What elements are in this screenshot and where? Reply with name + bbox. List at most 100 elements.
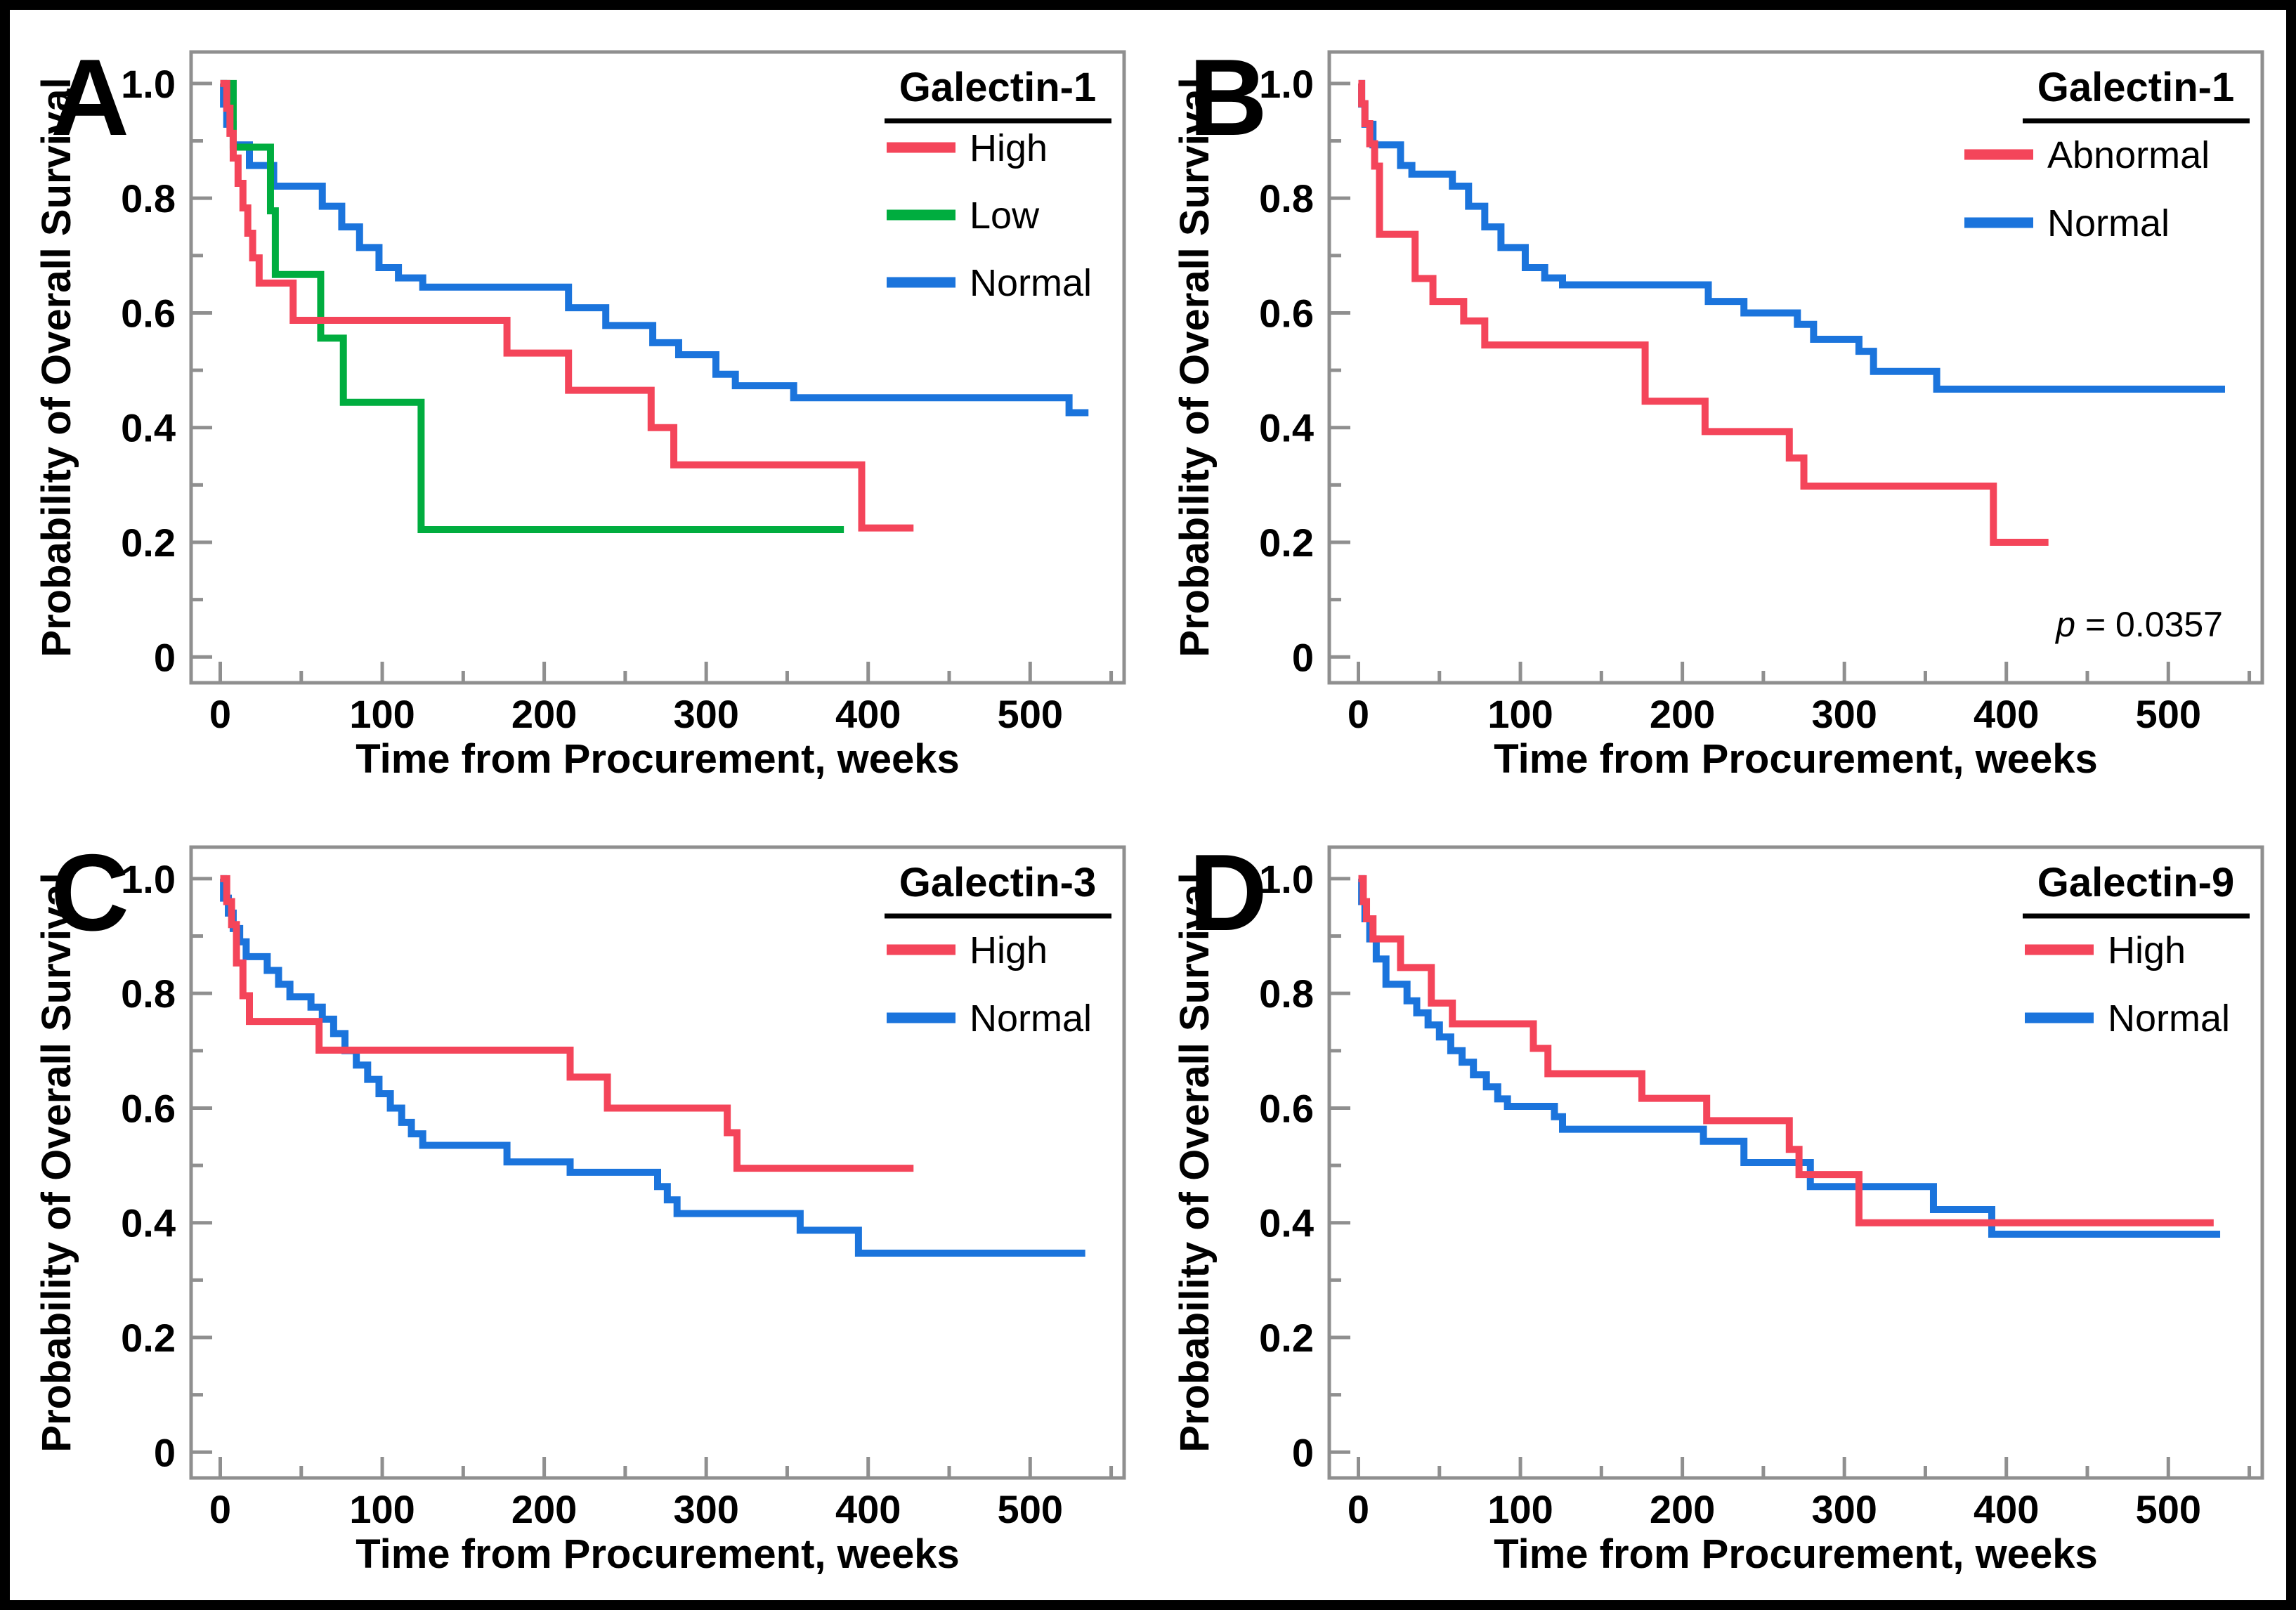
x-tick-label: 0 [209, 1487, 231, 1531]
x-axis-title: Time from Procurement, weeks [356, 1531, 960, 1577]
x-tick-label: 500 [998, 692, 1063, 736]
legend: Galectin-3 High Normal [885, 860, 1111, 1040]
y-tick-label: 1.0 [121, 857, 176, 901]
y-tick-label: 0 [154, 1430, 176, 1474]
panel-B: B 0 100 200 300 400 500 1.0 0.8 0.6 0.4 0.2 0 Time fr… [1148, 10, 2286, 805]
legend: Galectin-9 High Normal [2023, 860, 2250, 1040]
y-tick-label: 0.2 [1259, 521, 1314, 565]
y-tick-label: 0 [1292, 1430, 1314, 1474]
panel-D: D 0 100 200 300 400 500 1.0 0.8 0.6 0.4 0.2 0 Time fr… [1148, 805, 2286, 1600]
legend-title: Galectin-3 [899, 860, 1096, 905]
x-tick-label: 400 [835, 692, 901, 736]
km-curve-normal [220, 875, 1085, 1257]
km-curve-low [220, 79, 844, 534]
y-tick-label: 0.6 [121, 291, 176, 335]
legend-title: Galectin-9 [2037, 860, 2234, 905]
y-axis-ticks: 1.0 0.8 0.6 0.4 0.2 0 [121, 62, 212, 679]
x-tick-label: 300 [673, 692, 738, 736]
x-axis-title: Time from Procurement, weeks [356, 736, 960, 782]
plot-box [1327, 50, 2264, 685]
km-curve-high [220, 79, 914, 532]
y-tick-label: 0.4 [121, 1201, 176, 1245]
panel-A-chart: A 0 100 200 300 400 500 1.0 0.8 0.6 0.4 0.2 0 Time fr… [34, 37, 1126, 782]
x-tick-label: 500 [2136, 692, 2201, 736]
x-tick-label: 300 [1811, 1487, 1877, 1531]
plot-box [1327, 845, 2264, 1480]
x-axis-title: Time from Procurement, weeks [1494, 1531, 2098, 1577]
km-curve-normal [1358, 79, 2225, 393]
x-tick-label: 300 [1811, 692, 1877, 736]
legend-title: Galectin-1 [2037, 65, 2234, 110]
x-tick-label: 0 [1348, 692, 1369, 736]
x-tick-label: 200 [1650, 1487, 1715, 1531]
legend-label-high: High [970, 127, 1048, 169]
x-axis-ticks: 0 100 200 300 400 500 [1348, 1457, 2252, 1531]
legend-label-abnormal: Abnormal [2047, 134, 2210, 176]
y-tick-label: 1.0 [121, 62, 176, 106]
km-curve-high [220, 875, 914, 1172]
km-curve-abnormal [1358, 79, 2049, 546]
panel-grid: A 0 100 200 300 400 500 1.0 0.8 0.6 0.4 0.2 0 Time fr… [10, 10, 2286, 1600]
legend-label-low: Low [970, 195, 1040, 237]
legend-label-normal: Normal [2108, 997, 2230, 1040]
y-axis-ticks: 1.0 0.8 0.6 0.4 0.2 0 [121, 857, 212, 1474]
x-tick-label: 300 [673, 1487, 738, 1531]
x-tick-label: 100 [349, 1487, 415, 1531]
legend-title: Galectin-1 [899, 65, 1096, 110]
legend: Galectin-1 Abnormal Normal [1964, 65, 2250, 244]
x-tick-label: 400 [1974, 1487, 2039, 1531]
x-axis-ticks: 0 100 200 300 400 500 [1348, 662, 2252, 736]
y-axis-title: Probability of Overall Survival [34, 77, 79, 657]
legend: Galectin-1 High Low Normal [885, 65, 1111, 304]
km-curve-high [1358, 875, 2214, 1226]
x-tick-label: 500 [2136, 1487, 2201, 1531]
panel-C-chart: C 0 100 200 300 400 500 1.0 0.8 0.6 0.4 0.2 0 Time fr… [34, 832, 1126, 1577]
p-value-annotation: p = 0.0357 [2054, 605, 2223, 644]
x-tick-label: 0 [1348, 1487, 1369, 1531]
x-axis-ticks: 0 100 200 300 400 500 [209, 662, 1114, 736]
y-tick-label: 0.2 [121, 521, 176, 565]
x-tick-label: 0 [209, 692, 231, 736]
panel-A: A 0 100 200 300 400 500 1.0 0.8 0.6 0.4 0.2 0 Time fr… [10, 10, 1148, 805]
x-axis-ticks: 0 100 200 300 400 500 [209, 1457, 1114, 1531]
y-tick-label: 0.8 [121, 176, 176, 221]
y-axis-title: Probability of Overall Survival [34, 872, 79, 1452]
x-tick-label: 200 [1650, 692, 1715, 736]
panel-B-chart: B 0 100 200 300 400 500 1.0 0.8 0.6 0.4 0.2 0 Time fr… [1172, 37, 2264, 782]
km-curve-normal [220, 79, 1089, 417]
x-tick-label: 100 [1487, 1487, 1553, 1531]
legend-label-normal: Normal [2047, 202, 2170, 244]
y-tick-label: 1.0 [1259, 857, 1314, 901]
panel-C: C 0 100 200 300 400 500 1.0 0.8 0.6 0.4 0.2 0 Time fr… [10, 805, 1148, 1600]
x-tick-label: 100 [349, 692, 415, 736]
y-axis-ticks: 1.0 0.8 0.6 0.4 0.2 0 [1259, 62, 1350, 679]
y-axis-title: Probability of Overall Survival [1172, 872, 1218, 1452]
panel-letter: D [1189, 832, 1267, 953]
y-axis-ticks: 1.0 0.8 0.6 0.4 0.2 0 [1259, 857, 1350, 1474]
y-axis-title: Probability of Overall Survival [1172, 77, 1218, 657]
y-tick-label: 0.6 [1259, 291, 1314, 335]
y-tick-label: 1.0 [1259, 62, 1314, 106]
y-tick-label: 0.6 [1259, 1086, 1314, 1130]
y-tick-label: 0.8 [1259, 176, 1314, 221]
x-tick-label: 400 [835, 1487, 901, 1531]
plot-box [189, 845, 1126, 1480]
panel-letter: A [51, 37, 129, 158]
panel-letter: B [1189, 37, 1267, 158]
x-axis-title: Time from Procurement, weeks [1494, 736, 2098, 782]
legend-label-high: High [970, 929, 1048, 971]
y-tick-label: 0.4 [1259, 1201, 1314, 1245]
legend-label-high: High [2108, 929, 2186, 971]
panel-letter: C [51, 832, 129, 953]
x-tick-label: 100 [1487, 692, 1553, 736]
panel-D-chart: D 0 100 200 300 400 500 1.0 0.8 0.6 0.4 0.2 0 Time fr… [1172, 832, 2264, 1577]
y-tick-label: 0.2 [121, 1316, 176, 1360]
y-tick-label: 0 [154, 635, 176, 679]
x-tick-label: 200 [511, 692, 577, 736]
legend-label-normal: Normal [970, 262, 1092, 304]
y-tick-label: 0.8 [121, 971, 176, 1016]
km-curve-normal [1358, 875, 2221, 1238]
y-tick-label: 0.4 [121, 406, 176, 450]
y-tick-label: 0.6 [121, 1086, 176, 1130]
y-tick-label: 0.8 [1259, 971, 1314, 1016]
